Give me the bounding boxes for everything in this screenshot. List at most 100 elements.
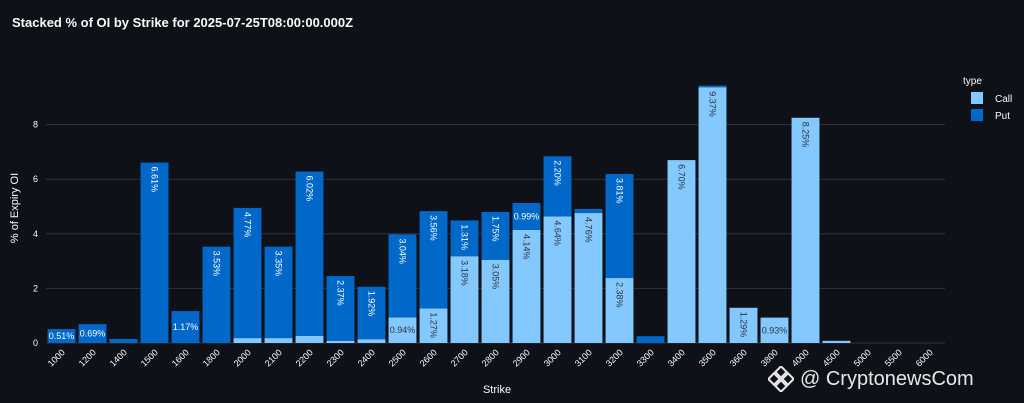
bar-group-4000[interactable] — [791, 117, 820, 344]
data-label-put: 1.75% — [491, 216, 501, 242]
legend-item-call[interactable]: Call — [971, 92, 1012, 105]
data-label-put: 0.51% — [49, 331, 75, 341]
bar-put[interactable] — [171, 311, 200, 343]
data-label-put: 2.20% — [553, 160, 563, 186]
bar-put[interactable] — [605, 174, 634, 279]
bar-put[interactable] — [636, 336, 665, 343]
bar-call[interactable] — [357, 339, 386, 343]
cryptonews-logo-icon — [768, 366, 794, 392]
bar-call[interactable] — [450, 256, 479, 343]
data-label-call: 0.93% — [762, 325, 788, 335]
bar-put[interactable] — [264, 246, 293, 339]
bar-group-1800[interactable] — [202, 246, 231, 343]
bar-call[interactable] — [760, 317, 789, 343]
data-label-put: 1.17% — [173, 322, 199, 332]
bar-group-2200[interactable] — [295, 171, 324, 343]
watermark: @ CryptonewsCom — [768, 366, 974, 392]
bar-group-1600[interactable] — [171, 311, 200, 343]
bar-call[interactable] — [388, 317, 417, 343]
x-tick-label: 3100 — [573, 347, 594, 368]
bar-put[interactable] — [698, 85, 727, 88]
bar-put[interactable] — [450, 220, 479, 257]
bar-group-2900[interactable] — [512, 202, 541, 343]
bar-group-3600[interactable] — [729, 307, 758, 343]
y-tick-label: 6 — [33, 174, 38, 184]
data-label-call: 9.37% — [708, 91, 718, 117]
y-tick-label: 2 — [33, 283, 38, 293]
bar-call[interactable] — [264, 338, 293, 343]
bar-put[interactable] — [326, 276, 355, 341]
bar-group-2600[interactable] — [419, 211, 448, 343]
bar-group-2500[interactable] — [388, 234, 417, 343]
bar-put[interactable] — [140, 162, 169, 343]
legend-item-put[interactable]: Put — [971, 109, 1010, 122]
bar-put[interactable] — [419, 211, 448, 309]
bar-put[interactable] — [512, 202, 541, 230]
bar-put[interactable] — [78, 324, 107, 343]
bar-call[interactable] — [543, 216, 572, 343]
bar-put[interactable] — [574, 208, 603, 214]
bar-group-1400[interactable] — [109, 338, 138, 343]
x-tick-label: 3000 — [542, 347, 563, 368]
data-label-put: 4.77% — [243, 212, 253, 238]
data-label-put: 3.56% — [429, 215, 439, 241]
bar-call[interactable] — [326, 340, 355, 343]
data-label-call: 0.94% — [390, 325, 416, 335]
bar-group-2800[interactable] — [481, 211, 510, 343]
data-label-call: 1.27% — [429, 312, 439, 338]
bar-call[interactable] — [729, 307, 758, 343]
bar-group-3500[interactable] — [698, 85, 727, 343]
bar-put[interactable] — [109, 338, 138, 343]
bar-put[interactable] — [47, 329, 76, 343]
bar-put[interactable] — [357, 286, 386, 340]
bar-put[interactable] — [295, 171, 324, 336]
bar-group-2100[interactable] — [264, 246, 293, 343]
bar-put[interactable] — [233, 207, 262, 339]
bar-group-3200[interactable] — [605, 174, 634, 343]
bar-call[interactable] — [698, 87, 727, 343]
bar-group-2400[interactable] — [357, 286, 386, 343]
bar-call[interactable] — [667, 160, 696, 343]
bar-group-3000[interactable] — [543, 156, 572, 343]
x-tick-label: 2500 — [387, 347, 408, 368]
data-label-put: 3.81% — [615, 178, 625, 204]
bar-call[interactable] — [791, 117, 820, 344]
bar-put[interactable] — [543, 156, 572, 217]
bar-group-3400[interactable] — [667, 160, 696, 343]
bar-group-1200[interactable] — [78, 324, 107, 343]
bar-group-3100[interactable] — [574, 208, 603, 343]
bar-group-2000[interactable] — [233, 207, 262, 343]
bar-group-2300[interactable] — [326, 276, 355, 343]
bar-call[interactable] — [233, 338, 262, 343]
data-label-put: 6.02% — [305, 176, 315, 202]
y-tick-label: 8 — [33, 120, 38, 130]
bar-call[interactable] — [295, 335, 324, 343]
bar-call[interactable] — [822, 340, 851, 343]
x-tick-label: 2700 — [449, 347, 470, 368]
x-tick-label: 3300 — [635, 347, 656, 368]
bar-put[interactable] — [388, 234, 417, 318]
bar-group-1000[interactable] — [47, 329, 76, 343]
bar-group-3300[interactable] — [636, 336, 665, 343]
bar-call[interactable] — [574, 213, 603, 343]
bar-call[interactable] — [512, 229, 541, 343]
legend-label-call: Call — [995, 94, 1012, 105]
bar-call[interactable] — [419, 308, 448, 343]
x-tick-label: 2800 — [480, 347, 501, 368]
bar-group-4500[interactable] — [822, 340, 851, 343]
x-tick-label: 1000 — [46, 347, 67, 368]
x-tick-label: 2900 — [511, 347, 532, 368]
bar-group-1500[interactable] — [140, 162, 169, 343]
x-tick-label: 2600 — [418, 347, 439, 368]
data-label-put: 1.31% — [460, 224, 470, 250]
x-tick-label: 3200 — [604, 347, 625, 368]
x-tick-label: 2200 — [294, 347, 315, 368]
bar-put[interactable] — [481, 211, 510, 260]
bar-put[interactable] — [202, 246, 231, 343]
bar-call[interactable] — [605, 278, 634, 343]
bar-call[interactable] — [481, 259, 510, 343]
x-tick-label: 1400 — [108, 347, 129, 368]
x-tick-label: 2000 — [232, 347, 253, 368]
bar-group-2700[interactable] — [450, 220, 479, 343]
bar-group-3800[interactable] — [760, 317, 789, 343]
